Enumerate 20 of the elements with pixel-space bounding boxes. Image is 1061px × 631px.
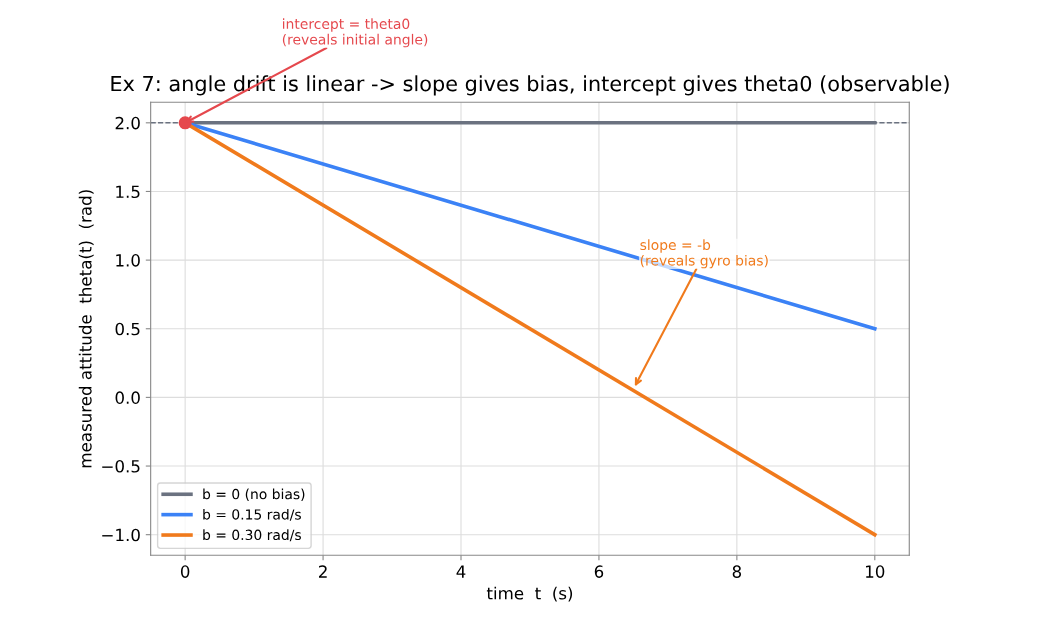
annotation: slope = -b (reveals gyro bias): [640, 239, 768, 269]
y-axis-title: measured attitude theta(t) (rad): [78, 190, 94, 468]
y-tick-label: 1.5: [116, 185, 140, 199]
y-tick-label: 0.5: [115, 322, 140, 336]
x-tick-label: 4: [456, 565, 466, 578]
x-tick-label: 2: [318, 565, 327, 578]
y-tick-label: 0.0: [115, 391, 140, 404]
y-tick-label: −0.5: [102, 460, 140, 473]
legend-label: b = 0.30 rad/s: [203, 529, 301, 542]
x-axis-title: time t (s): [486, 586, 573, 602]
x-tick-label: 10: [866, 565, 885, 578]
y-tick-label: 2.0: [115, 116, 140, 130]
y-tick-label: 1.0: [116, 254, 140, 267]
annotation: intercept = theta0 (reveals initial angle): [282, 18, 428, 48]
x-tick-label: 8: [732, 565, 742, 578]
y-tick-label: −1.0: [102, 528, 140, 542]
x-tick-label: 0: [180, 565, 190, 578]
x-tick-label: 6: [594, 565, 604, 578]
legend-label: b = 0.15 rad/s: [203, 508, 301, 521]
legend-label: b = 0 (no bias): [203, 488, 305, 501]
